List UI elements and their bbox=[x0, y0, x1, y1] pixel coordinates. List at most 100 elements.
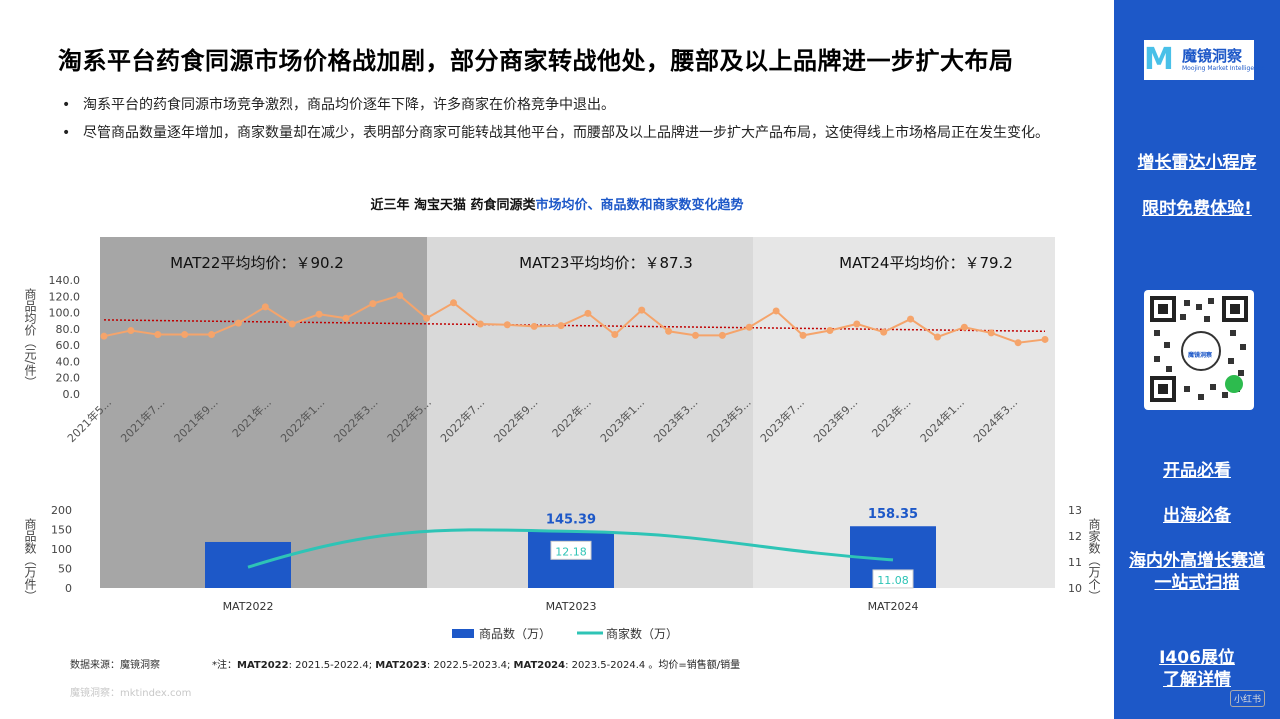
y-tick-label: 140.0 bbox=[49, 274, 81, 287]
y-tick-label: 100.0 bbox=[49, 307, 81, 320]
period-average-label: MAT23平均均价：￥87.3 bbox=[519, 254, 693, 272]
chart-title-highlight: 市场均价、商品数和商家数变化趋势 bbox=[535, 198, 744, 213]
price-point bbox=[718, 331, 726, 339]
price-point bbox=[826, 326, 834, 334]
y-tick-label: 80.0 bbox=[56, 323, 81, 336]
price-point bbox=[396, 291, 404, 299]
slide-main: 淘系平台药食同源市场价格战加剧，部分商家转战他处，腰部及以上品牌进一步扩大布局 … bbox=[0, 0, 1114, 719]
period-band-1 bbox=[100, 237, 427, 588]
brand-logo: M 魔镜洞察 Moojing Market Intelligence bbox=[1144, 40, 1265, 80]
left-y-tick-label: 0 bbox=[65, 582, 72, 595]
price-point bbox=[503, 321, 511, 329]
period-average-label: MAT24平均均价：￥79.2 bbox=[839, 254, 1013, 272]
chart-title-prefix: 近三年 淘宝天猫 药食同源类 bbox=[370, 198, 536, 213]
qr-pattern-icon bbox=[1150, 296, 1248, 402]
left-y-tick-label: 100 bbox=[51, 543, 72, 556]
right-y-tick-label: 11 bbox=[1068, 556, 1082, 569]
watermark: 魔镜洞察：mktindex.com bbox=[70, 688, 192, 699]
bar-value-label: 158.35 bbox=[868, 507, 918, 522]
price-point bbox=[315, 310, 323, 318]
legend-product-swatch bbox=[452, 629, 474, 638]
price-point bbox=[450, 299, 458, 307]
price-point bbox=[476, 320, 484, 328]
right-y-tick-label: 12 bbox=[1068, 530, 1082, 543]
sidebar-link-free-trial[interactable]: 限时免费体验! bbox=[1142, 199, 1252, 219]
price-point bbox=[638, 306, 646, 314]
price-point bbox=[1041, 335, 1049, 343]
qr-center-label: 魔镜洞察 bbox=[1187, 352, 1212, 359]
footnote: *注：MAT2022: 2021.5-2022.4; MAT2023: 2022… bbox=[212, 656, 740, 671]
category-label: MAT2022 bbox=[223, 600, 274, 613]
sidebar-link-product-dev[interactable]: 开品必看 bbox=[1163, 461, 1231, 481]
y-tick-label: 60.0 bbox=[56, 339, 81, 352]
footnote-period-name: MAT2022 bbox=[237, 660, 289, 671]
shop-value-label: 11.08 bbox=[877, 574, 909, 587]
legend-product-label: 商品数（万） bbox=[479, 626, 551, 641]
shop-value-label-box bbox=[550, 540, 592, 560]
bar-value-label: 145.39 bbox=[546, 512, 596, 527]
price-point bbox=[853, 320, 861, 328]
left-y-tick-label: 200 bbox=[51, 504, 72, 517]
right-y-tick-label: 13 bbox=[1068, 504, 1082, 517]
price-point bbox=[100, 332, 108, 340]
y-tick-label: 120.0 bbox=[49, 290, 81, 303]
price-point bbox=[665, 327, 673, 335]
left-y-tick-label: 50 bbox=[58, 563, 72, 576]
price-point bbox=[987, 329, 995, 337]
sidebar-link-mini-program[interactable]: 增长雷达小程序 bbox=[1137, 153, 1257, 173]
price-point bbox=[234, 319, 242, 327]
left-y-tick-label: 150 bbox=[51, 524, 72, 537]
footnote-prefix: *注： bbox=[212, 660, 237, 671]
shop-value-label-box bbox=[872, 569, 914, 589]
price-point bbox=[1014, 339, 1022, 347]
price-point bbox=[261, 303, 269, 311]
price-point bbox=[342, 314, 350, 322]
sidebar-link-booth[interactable]: I406展位了解详情 bbox=[1159, 648, 1235, 690]
price-point bbox=[127, 326, 135, 334]
page-title: 淘系平台药食同源市场价格战加剧，部分商家转战他处，腰部及以上品牌进一步扩大布局 bbox=[58, 47, 1014, 75]
price-point bbox=[154, 331, 162, 339]
y-axis-label: 商品均价（元/件） bbox=[23, 287, 37, 388]
period-average-label: MAT22平均均价：￥90.2 bbox=[170, 254, 344, 272]
left-y-axis-label: 商品数（万件） bbox=[23, 517, 37, 602]
footnote-period-name: MAT2024 bbox=[513, 660, 566, 671]
product-count-bar bbox=[205, 541, 291, 588]
price-point bbox=[557, 322, 565, 330]
footnote-period-range: : 2021.5-2022.4; bbox=[288, 660, 376, 671]
bullet-list: 淘系平台的药食同源市场竞争激烈，商品均价逐年下降，许多商家在价格竞争中退出。 尽… bbox=[58, 95, 1098, 151]
category-label: MAT2024 bbox=[868, 600, 919, 613]
price-point bbox=[691, 331, 699, 339]
price-point bbox=[584, 309, 592, 317]
logo-subtitle: Moojing Market Intelligence bbox=[1182, 65, 1265, 72]
legend-shop-label: 商家数（万） bbox=[606, 626, 678, 641]
corner-badge: 小红书 bbox=[1230, 690, 1266, 707]
data-source: 数据来源：魔镜洞察 bbox=[70, 660, 160, 671]
y-tick-label: 20.0 bbox=[56, 372, 81, 385]
bullet-item: 尽管商品数量逐年增加，商家数量却在减少，表明部分商家可能转战其他平台，而腰部及以… bbox=[58, 123, 1098, 143]
price-point bbox=[960, 323, 968, 331]
footnote-period-range: : 2023.5-2024.4 。均价=销售额/销量 bbox=[565, 660, 741, 671]
price-point bbox=[611, 331, 619, 339]
footnote-period-name: MAT2023 bbox=[375, 660, 427, 671]
price-point bbox=[880, 328, 888, 336]
price-point bbox=[933, 333, 941, 341]
price-point bbox=[369, 300, 377, 308]
price-point bbox=[530, 322, 538, 330]
sidebar-link-growth-scan[interactable]: 海内外高增长赛道一站式扫描 bbox=[1129, 551, 1265, 593]
price-point bbox=[907, 315, 915, 323]
price-series-line bbox=[103, 294, 1046, 344]
y-tick-label: 0.0 bbox=[63, 388, 81, 401]
price-point bbox=[799, 331, 807, 339]
chart-canvas: 0.0 20.0 40.0 60.0 80.0 100.0 120.0 140.0 商品均价（元… bbox=[23, 237, 1101, 641]
qr-center-badge bbox=[1181, 331, 1221, 371]
chart-title: 近三年 淘宝天猫 药食同源类市场均价、商品数和商家数变化趋势 bbox=[0, 194, 1114, 213]
logo-mark-icon: M bbox=[1144, 42, 1174, 77]
y-tick-label: 40.0 bbox=[56, 355, 81, 368]
price-point bbox=[745, 323, 753, 331]
sidebar-link-overseas[interactable]: 出海必备 bbox=[1163, 506, 1231, 526]
bullet-item: 淘系平台的药食同源市场竞争激烈，商品均价逐年下降，许多商家在价格竞争中退出。 bbox=[58, 95, 1098, 115]
price-point bbox=[423, 314, 431, 322]
price-point bbox=[772, 307, 780, 315]
price-point bbox=[208, 331, 216, 339]
price-point bbox=[181, 331, 189, 339]
